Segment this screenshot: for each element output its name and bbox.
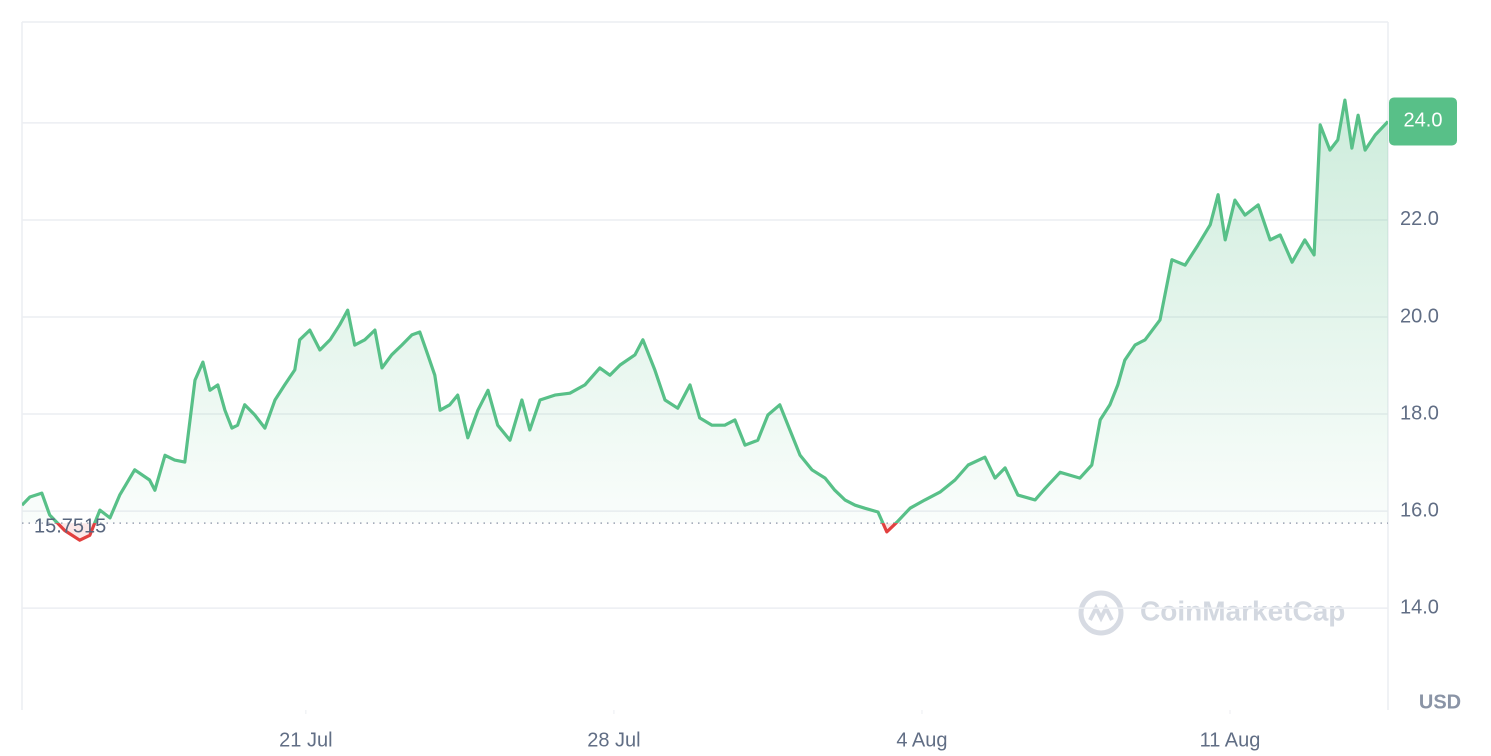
- y-tick-label: 20.0: [1400, 305, 1439, 327]
- x-tick-label: 4 Aug: [896, 729, 947, 751]
- y-tick-label: 16.0: [1400, 499, 1439, 521]
- x-tick-label: 28 Jul: [587, 729, 640, 751]
- price-label-box: [1389, 97, 1457, 146]
- watermark-text: CoinMarketCap: [1140, 595, 1345, 626]
- unit-label: USD: [1419, 691, 1461, 713]
- y-tick-label: 14.0: [1400, 596, 1439, 618]
- price-label: 24.0: [1404, 110, 1443, 132]
- price-line: [22, 98, 1388, 524]
- x-tick-label: 11 Aug: [1200, 729, 1261, 751]
- baseline-label: 15.7515: [34, 515, 106, 537]
- x-tick-label: 21 Jul: [279, 729, 332, 751]
- y-tick-label: 18.0: [1400, 402, 1439, 424]
- y-tick-label: 22.0: [1400, 208, 1439, 230]
- area-up: [22, 100, 1388, 524]
- watermark: CoinMarketCap: [1078, 590, 1345, 636]
